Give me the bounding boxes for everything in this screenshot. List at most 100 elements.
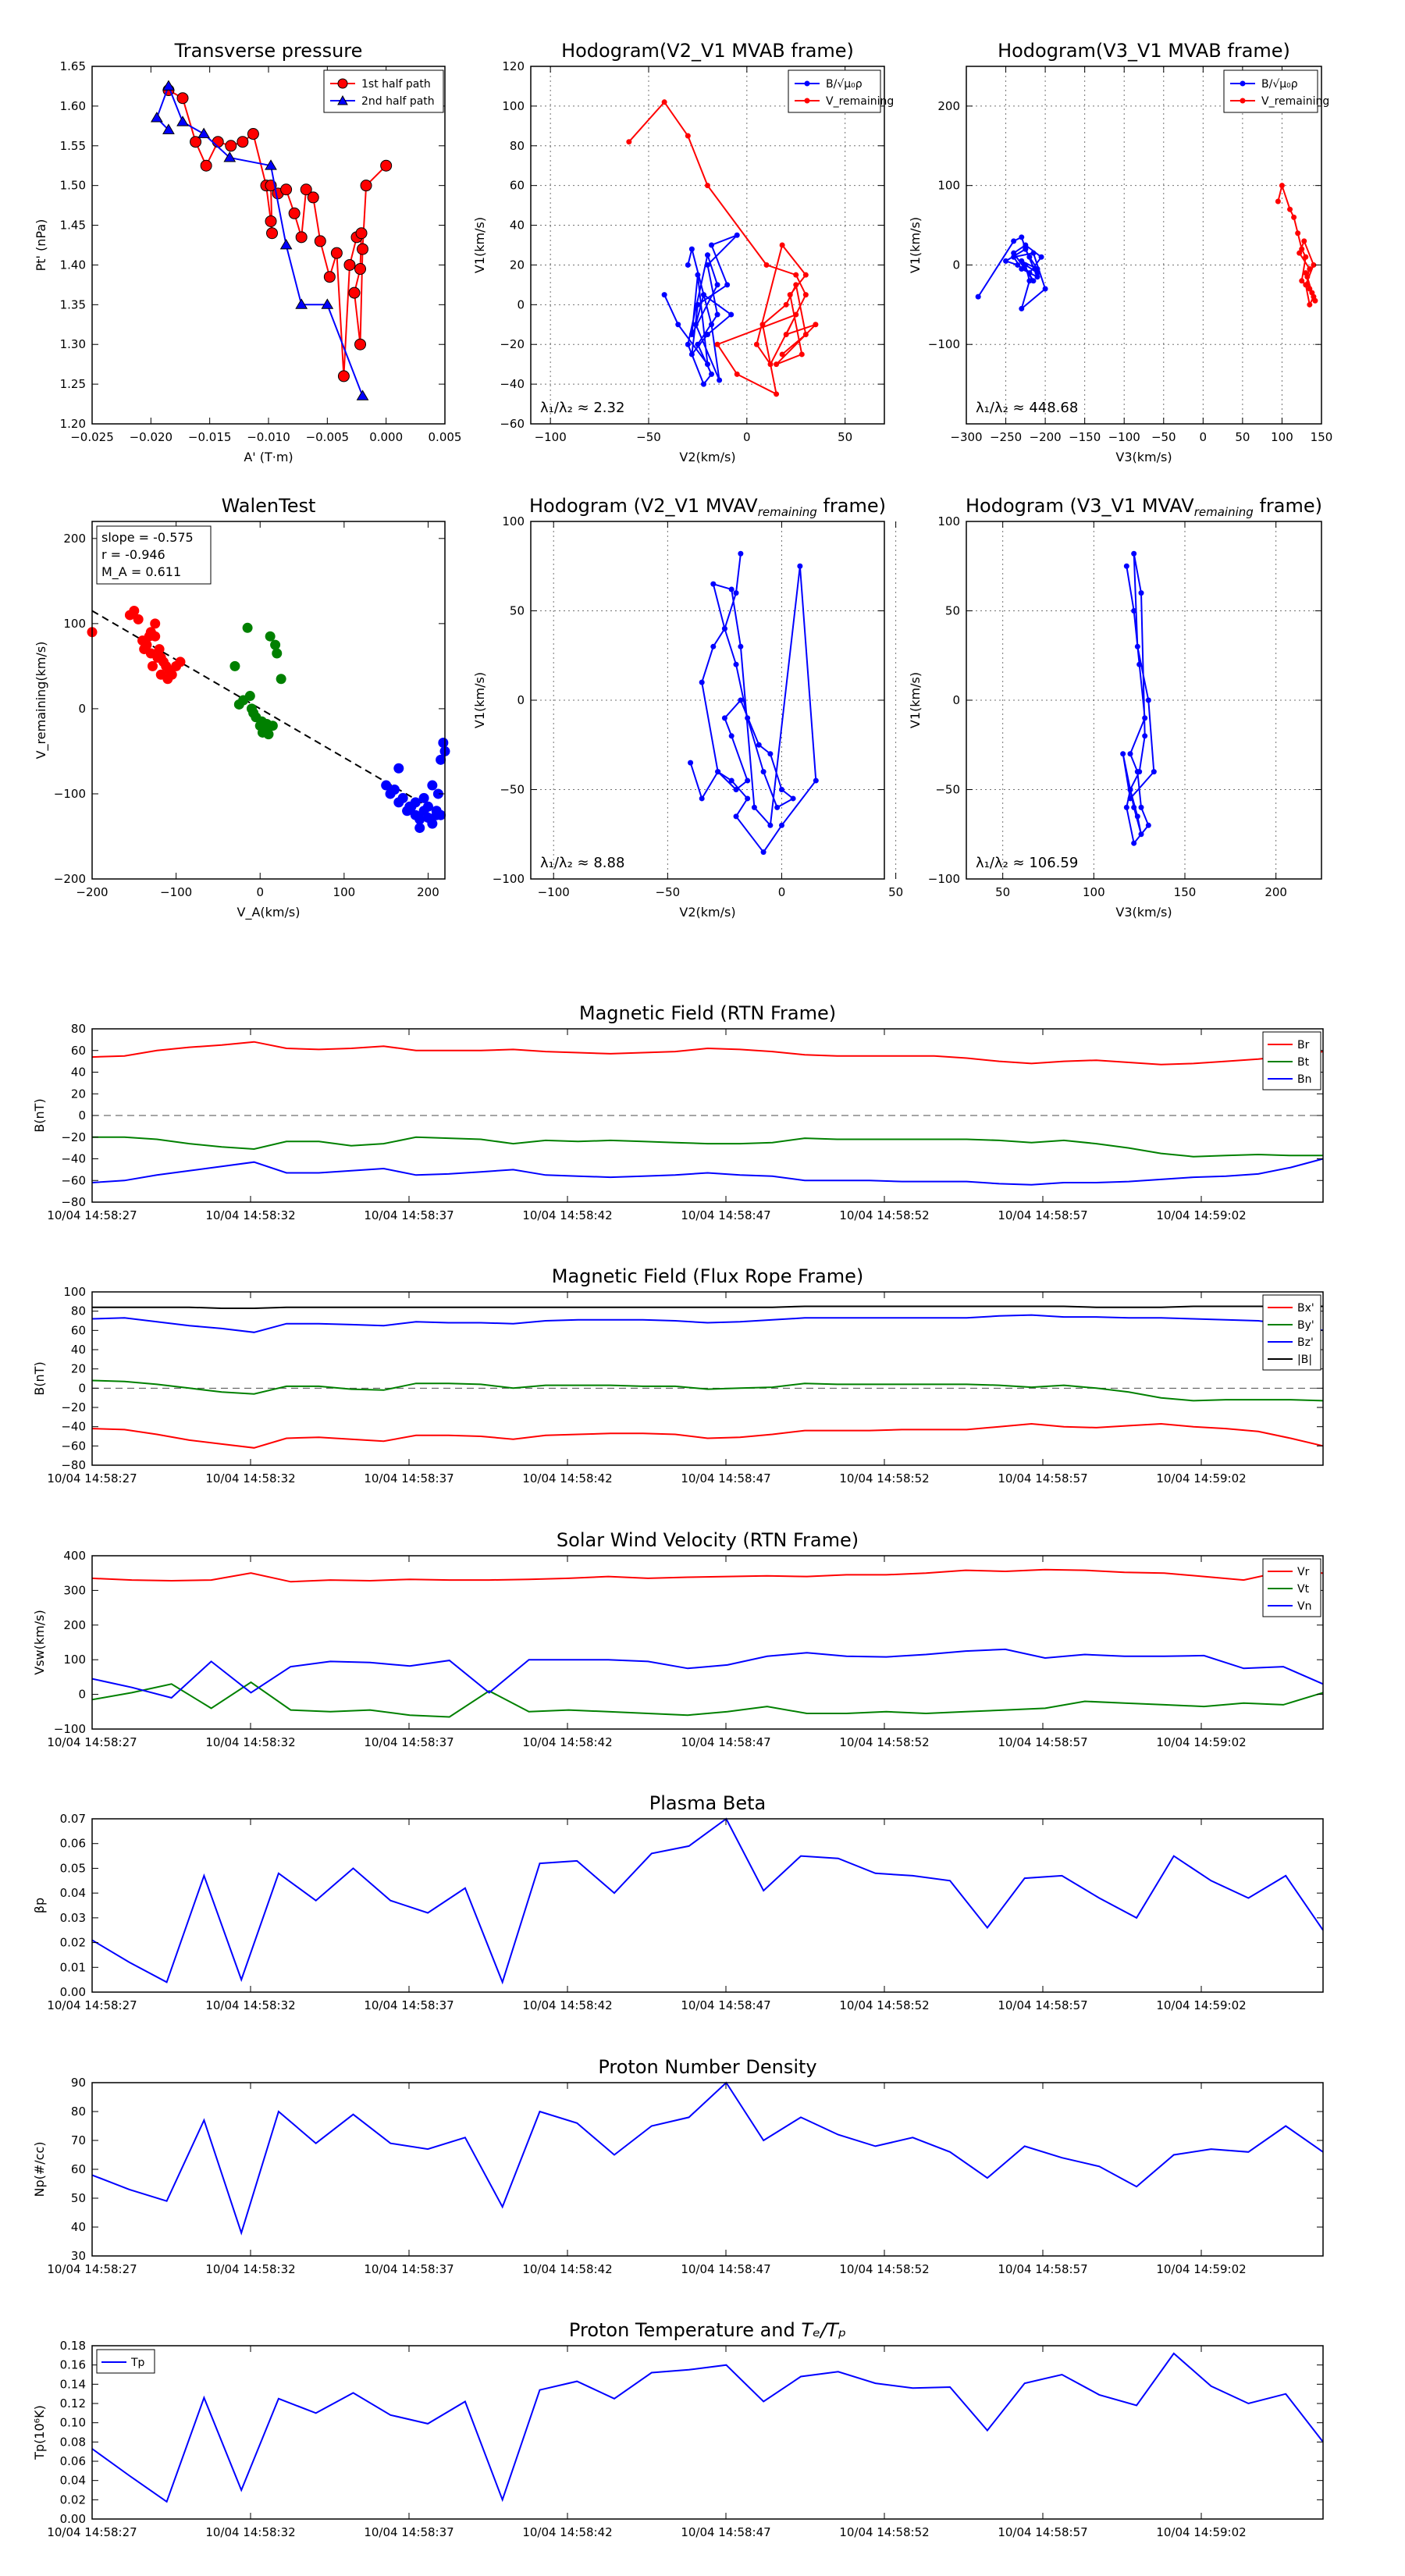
chart-h1: −100 −50 0 50 −60 −40 −20 0 20 40 60 80 100 120 Hodogr…	[472, 40, 894, 464]
data-point	[700, 292, 706, 298]
data-point	[150, 618, 161, 629]
y-tick-label: 0.02	[60, 1936, 86, 1950]
data-point	[270, 639, 281, 650]
y-axis-label: V1(km/s)	[472, 217, 487, 273]
data-point	[692, 322, 699, 328]
x-tick-label: 10/04 14:58:37	[364, 2262, 454, 2276]
x-tick-label: 100	[1083, 885, 1105, 899]
chart-title: WalenTest	[222, 495, 316, 517]
data-point	[1138, 804, 1144, 810]
data-point	[1034, 266, 1040, 272]
y-tick-label: 0.18	[60, 2339, 86, 2353]
plot-frame	[966, 66, 1322, 425]
series-line-V_remaining	[628, 101, 816, 396]
x-tick-label: 100	[333, 885, 356, 899]
data-point	[626, 139, 632, 145]
x-tick-label: 10/04 14:58:27	[47, 1998, 137, 2012]
y-tick-label: −100	[928, 872, 960, 886]
data-point	[244, 691, 255, 702]
data-point	[793, 311, 799, 318]
data-point	[257, 727, 268, 738]
data-point	[237, 136, 249, 148]
data-point	[688, 246, 695, 252]
data-point	[1042, 286, 1048, 292]
data-point	[734, 371, 740, 377]
data-point	[261, 719, 272, 730]
y-tick-label: 200	[63, 532, 86, 546]
plot-frame	[91, 1555, 1324, 1730]
y-tick-label: 1.30	[60, 337, 86, 351]
x-tick-label: −50	[636, 430, 661, 444]
data-point	[767, 361, 774, 368]
x-tick-label: 150	[1311, 430, 1333, 444]
data-point	[759, 322, 766, 328]
data-point	[1019, 266, 1025, 272]
x-tick-label: 10/04 14:58:52	[839, 1735, 929, 1749]
data-point	[1030, 278, 1037, 284]
y-tick-label: −80	[61, 1195, 86, 1209]
y-tick-label: 1.45	[60, 219, 86, 233]
y-tick-label: 200	[937, 99, 960, 113]
y-tick-label: 200	[63, 1618, 86, 1632]
y-tick-label: 1.65	[60, 59, 86, 73]
data-point	[265, 215, 277, 227]
chart-title: Hodogram(V3_V1 MVAB frame)	[998, 40, 1290, 62]
chart-beta: 0.00 0.01 0.02 0.03 0.04 0.05 0.06 0.07 10/04 14…	[32, 1792, 1324, 2012]
data-point	[272, 648, 283, 659]
data-point	[1303, 254, 1309, 260]
legend-label: Vr	[1297, 1566, 1310, 1578]
plot-frame	[91, 2345, 1324, 2520]
series-line-Vr	[91, 1568, 1324, 1583]
data-point	[733, 661, 739, 667]
x-tick-label: 10/04 14:58:52	[839, 1998, 929, 2012]
chart-title: Plasma Beta	[649, 1792, 766, 1814]
data-point	[721, 715, 727, 721]
data-point	[661, 292, 667, 298]
legend-label: B/√μ₀ρ	[826, 78, 863, 91]
x-tick-label: 10/04 14:58:47	[681, 2525, 770, 2539]
data-point	[418, 792, 429, 803]
y-axis-label: Pt' (nPa)	[34, 219, 48, 272]
x-tick-label: −100	[538, 885, 570, 899]
data-point	[793, 272, 799, 278]
data-point	[717, 377, 723, 383]
y-tick-label: 0.08	[60, 2435, 86, 2449]
data-point	[307, 191, 319, 204]
y-tick-label: 0.05	[60, 1861, 86, 1875]
data-point	[356, 390, 369, 400]
x-tick-label: 200	[417, 885, 439, 899]
x-tick-label: −200	[1030, 430, 1062, 444]
plot-frame	[91, 521, 446, 880]
y-tick-label: 1.25	[60, 377, 86, 391]
x-tick-label: −0.005	[306, 430, 350, 444]
ratio-annotation: λ₁/λ₂ ≈ 106.59	[976, 855, 1078, 871]
legend-marker	[337, 94, 348, 105]
series-line-2nd half path	[155, 84, 364, 397]
data-point	[1134, 643, 1140, 649]
data-point	[774, 391, 780, 397]
ratio-annotation: λ₁/λ₂ ≈ 8.88	[540, 855, 624, 871]
x-tick-label: 10/04 14:59:02	[1156, 1208, 1246, 1222]
data-point	[1145, 697, 1151, 703]
data-point	[380, 159, 393, 172]
data-point	[1011, 250, 1017, 256]
legend-label: Bx'	[1297, 1302, 1314, 1315]
y-tick-label: 400	[63, 1549, 86, 1563]
series-line-Vn	[91, 1648, 1324, 1699]
x-tick-label: 10/04 14:58:52	[839, 2262, 929, 2276]
x-tick-label: 10/04 14:58:57	[998, 2262, 1087, 2276]
stats-box	[96, 525, 212, 585]
data-point	[360, 180, 372, 192]
y-axis-label: Np(#/cc)	[32, 2142, 47, 2197]
x-tick-label: 0	[778, 885, 786, 899]
x-tick-label: 10/04 14:58:32	[205, 1998, 295, 2012]
y-tick-label: 50	[71, 2191, 86, 2205]
ratio-annotation: λ₁/λ₂ ≈ 448.68	[976, 400, 1078, 416]
data-point	[279, 239, 293, 250]
y-tick-label: 70	[71, 2133, 86, 2147]
x-tick-label: −100	[160, 885, 192, 899]
data-point	[1307, 301, 1313, 308]
data-point	[133, 614, 144, 624]
chart-tp: 0.00 0.02 0.04 0.06 0.08 0.10 0.12 0.14 0.16 0.18…	[32, 2319, 1324, 2539]
data-point	[695, 272, 701, 278]
